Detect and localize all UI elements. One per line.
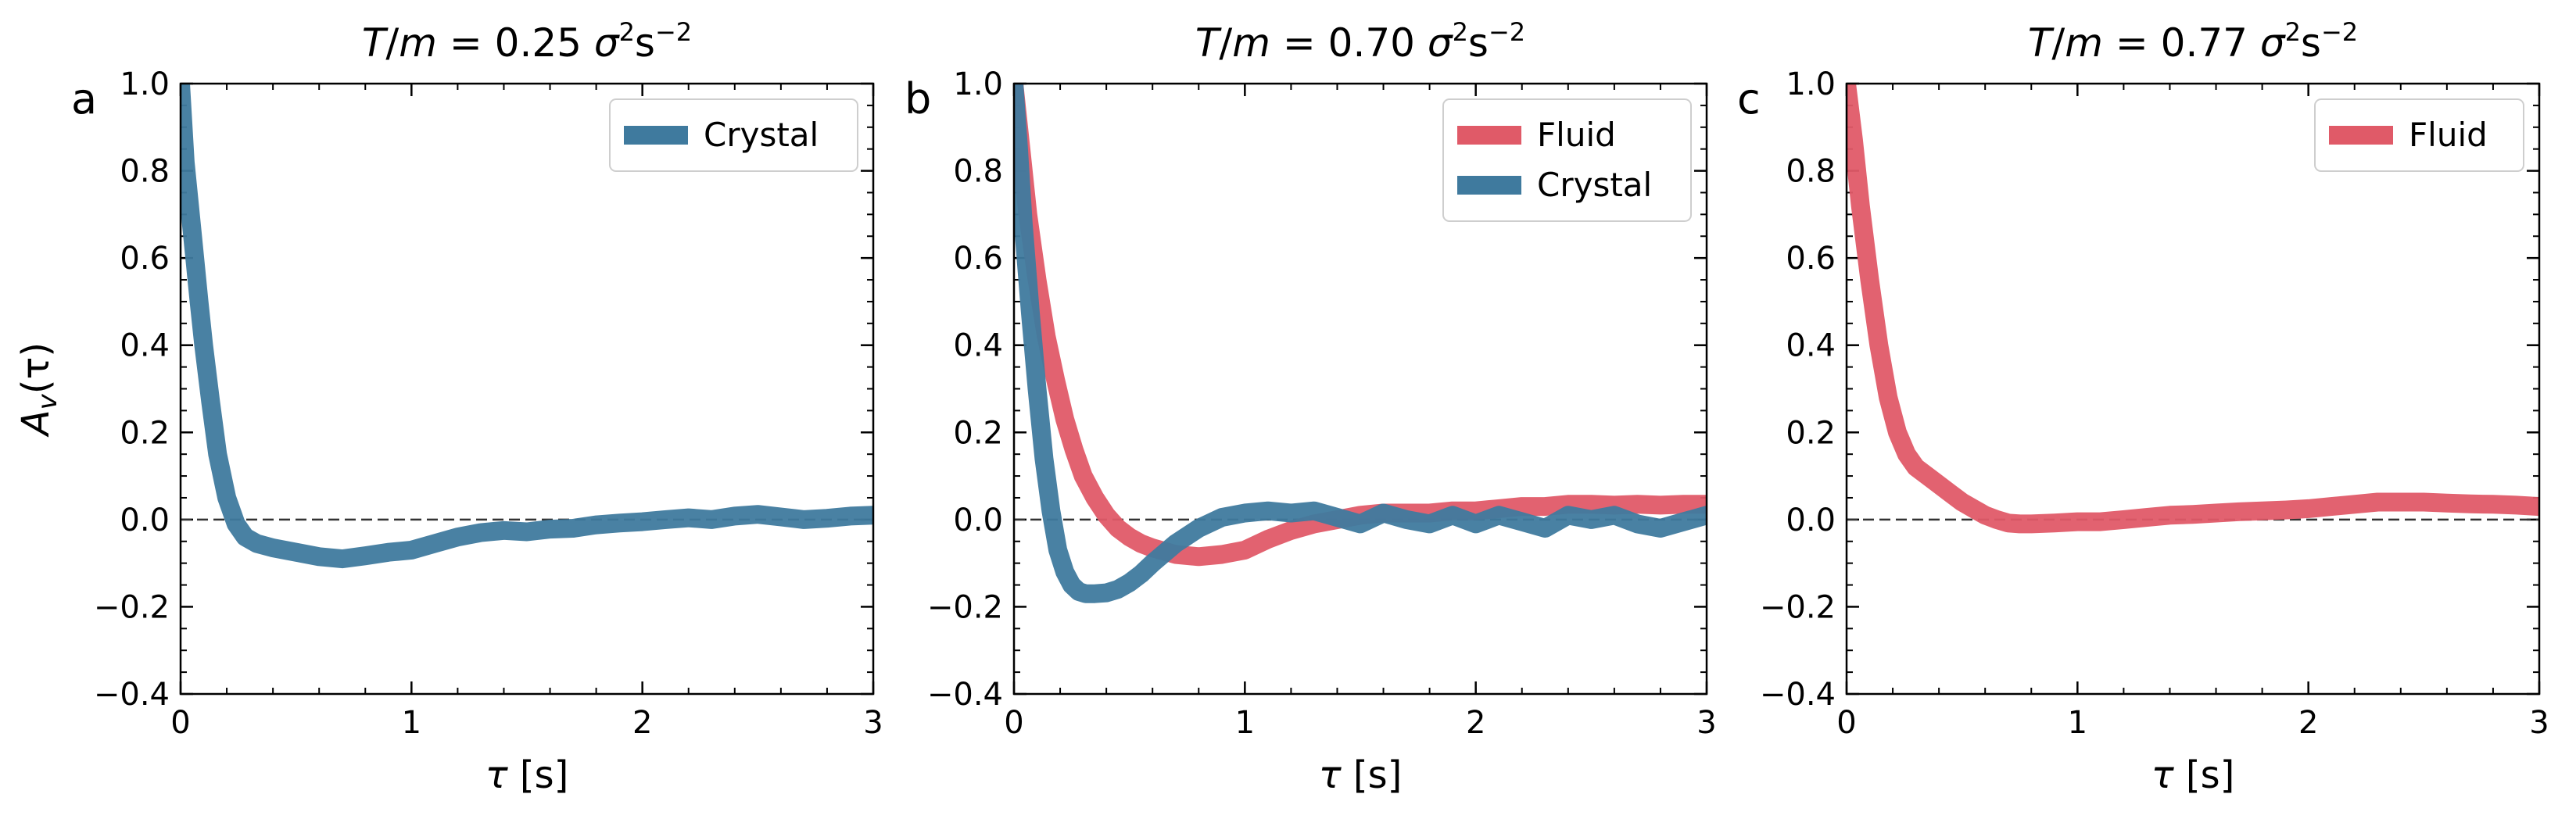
y-tick-label: 0.2	[953, 415, 1003, 451]
y-tick-label: 0.8	[953, 154, 1003, 190]
x-tick-label: 2	[2298, 705, 2318, 741]
series-group	[1014, 84, 1707, 603]
series-line-fluid	[1847, 84, 2539, 534]
y-axis-label: Av(τ)	[14, 342, 63, 438]
y-tick-label: 0.0	[1786, 502, 1836, 538]
legend-box	[609, 98, 858, 172]
legend-label: Fluid	[1537, 116, 1616, 154]
plot-frame	[1012, 82, 1708, 696]
x-axis-label: τ [s]	[1319, 753, 1403, 797]
plot-frame	[1845, 82, 2541, 696]
panel-title: T/m = 0.70 σ2s−2	[1195, 17, 1525, 66]
legend-label: Crystal	[704, 116, 819, 154]
panel-letter: b	[905, 74, 931, 123]
x-tick-label: 1	[2068, 705, 2087, 741]
y-tick-label: 0.4	[953, 328, 1003, 364]
y-tick-label: 1.0	[1786, 66, 1836, 102]
panel-b: 0 1 2 3 −0.4 −0.2 0.0 0.2 0.4 0.6 0.8 1.0 T/m = 0.70…	[905, 17, 1717, 797]
x-tick-label: 0	[170, 705, 190, 741]
x-axis-label: τ [s]	[2151, 753, 2235, 797]
y-tick-label: 0.2	[120, 415, 170, 451]
y-tick-label: 0.4	[120, 328, 170, 364]
y-tick-label: 0.2	[1786, 415, 1836, 451]
y-tick-label: 0.4	[1786, 328, 1836, 364]
panel-a: 0 1 2 3 −0.4 −0.2 0.0 0.2 0.4 0.6 0.8 1.0 T/m = 0.25…	[14, 17, 883, 797]
y-tick-label: −0.2	[1760, 589, 1836, 625]
legend: Crystal	[609, 98, 858, 172]
series-line-fluid	[1014, 84, 1707, 567]
y-tick-label: 0.0	[120, 502, 170, 538]
y-tick-label: 0.6	[1786, 241, 1836, 277]
legend: Fluid Crystal	[1442, 98, 1692, 222]
y-tick-label: −0.2	[927, 589, 1003, 625]
legend: Fluid	[2314, 98, 2524, 172]
x-tick-label: 3	[1696, 705, 1716, 741]
y-tick-label: −0.4	[94, 677, 170, 713]
panel-letter: a	[71, 74, 97, 123]
panel-c: 0 1 2 3 −0.4 −0.2 0.0 0.2 0.4 0.6 0.8 1.0 T/m = 0.77…	[1737, 17, 2549, 797]
series-group	[1847, 84, 2539, 534]
y-tick-label: −0.2	[94, 589, 170, 625]
x-tick-label: 0	[1836, 705, 1856, 741]
plot-frame	[179, 82, 875, 696]
x-axis-label: τ [s]	[485, 753, 569, 797]
x-tick-label: 3	[2529, 705, 2549, 741]
x-tick-label: 3	[863, 705, 883, 741]
x-tick-label: 1	[402, 705, 421, 741]
panel-title: T/m = 0.25 σ2s−2	[362, 17, 692, 66]
x-tick-label: 2	[632, 705, 652, 741]
series-group	[181, 84, 873, 569]
legend-label: Fluid	[2409, 116, 2488, 154]
series-line-crystal	[1014, 84, 1707, 603]
x-tick-label: 0	[1004, 705, 1023, 741]
y-tick-label: 0.6	[120, 241, 170, 277]
legend-label: Crystal	[1537, 166, 1652, 204]
y-tick-label: −0.4	[1760, 677, 1836, 713]
series-line-crystal	[181, 84, 873, 569]
y-tick-label: −0.4	[927, 677, 1003, 713]
panel-letter: c	[1737, 74, 1761, 123]
y-tick-label: 1.0	[953, 66, 1003, 102]
x-tick-label: 2	[1466, 705, 1485, 741]
x-tick-label: 1	[1235, 705, 1255, 741]
y-tick-label: 1.0	[120, 66, 170, 102]
y-tick-label: 0.8	[1786, 154, 1836, 190]
panel-title: T/m = 0.77 σ2s−2	[2028, 17, 2358, 66]
y-tick-label: 0.8	[120, 154, 170, 190]
legend-box	[2314, 98, 2524, 172]
y-tick-label: 0.6	[953, 241, 1003, 277]
y-tick-label: 0.0	[953, 502, 1003, 538]
